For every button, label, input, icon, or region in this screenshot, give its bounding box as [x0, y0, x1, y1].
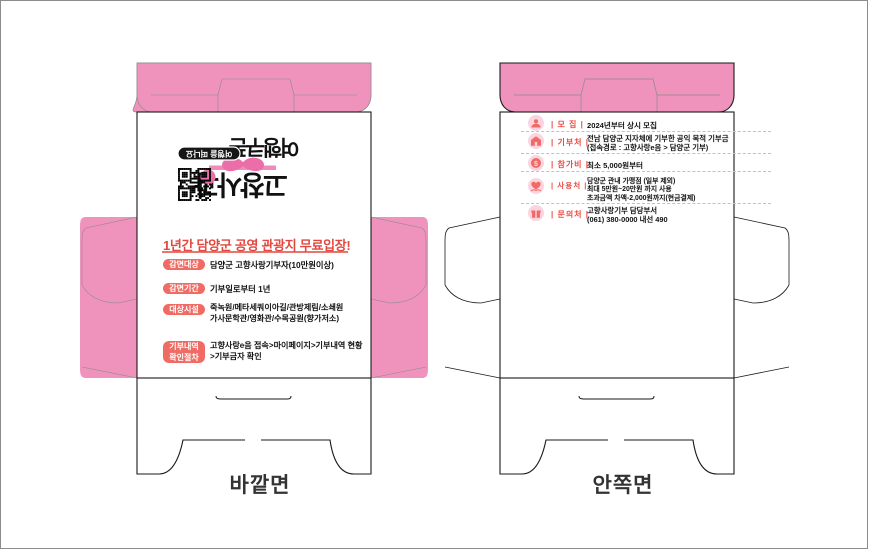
svg-text:여행을 떠나요: 여행을 떠나요: [185, 149, 232, 159]
svg-text:$: $: [534, 161, 538, 168]
